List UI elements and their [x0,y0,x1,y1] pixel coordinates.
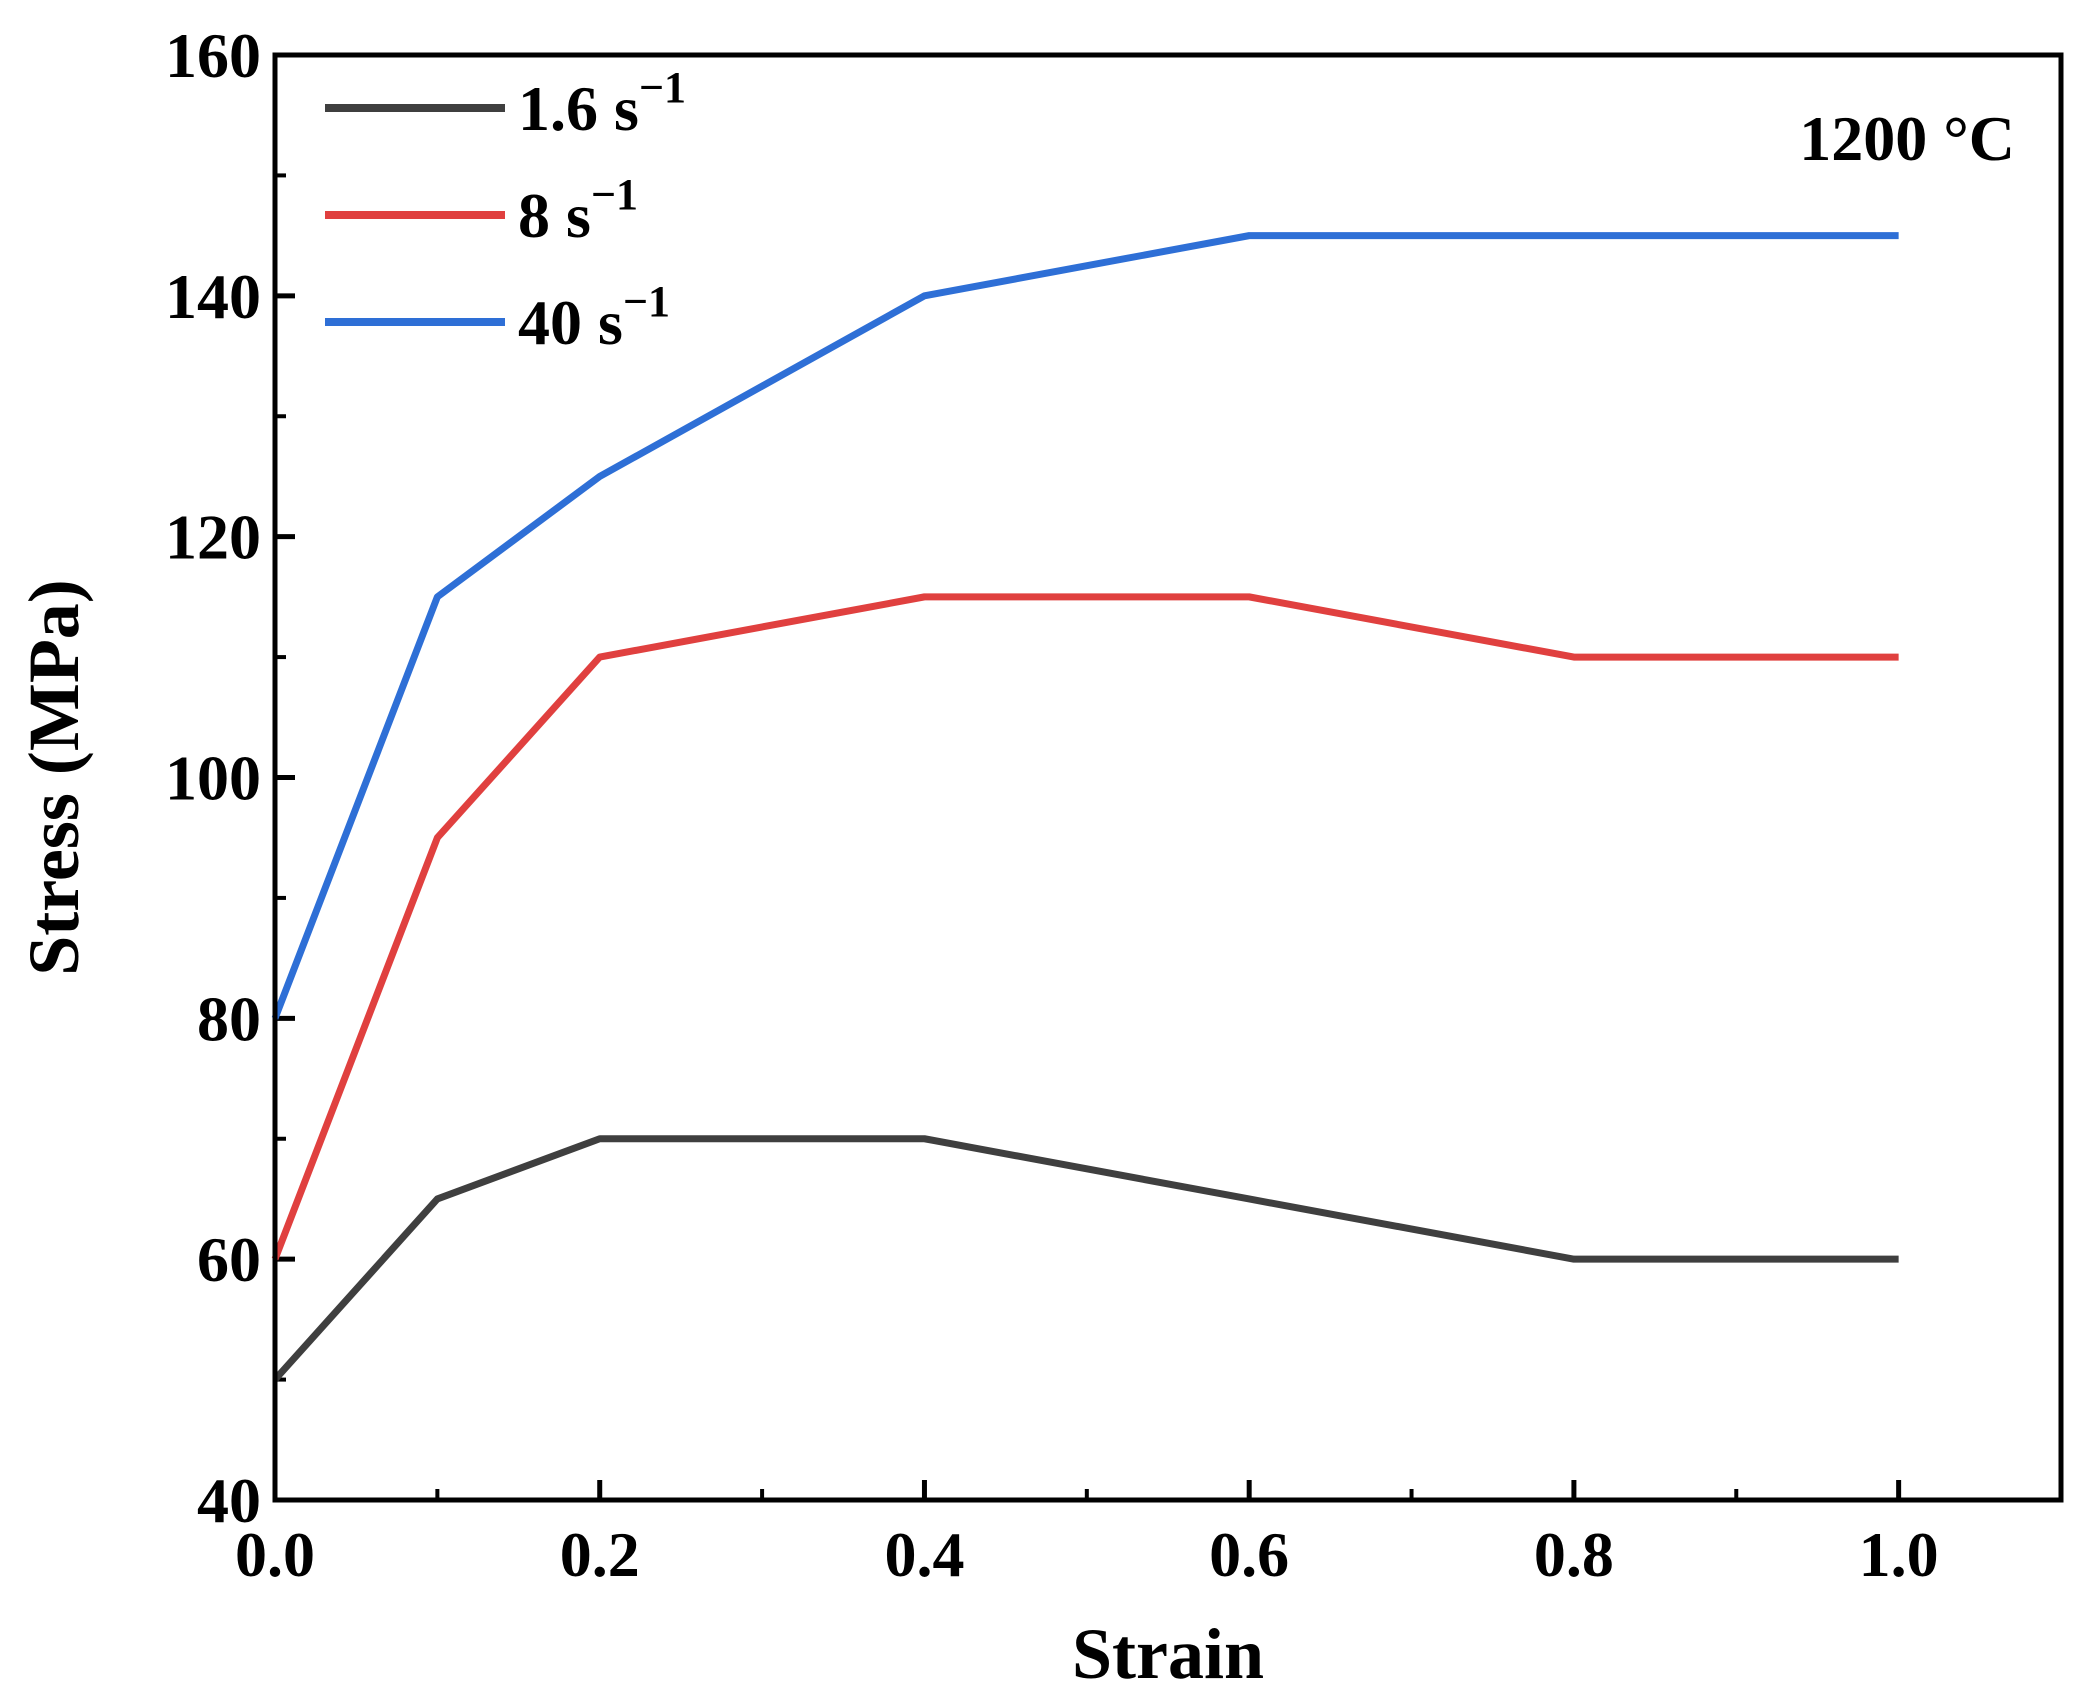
y-tick-label: 120 [165,502,261,573]
y-tick-label: 60 [197,1224,261,1295]
series-line [271,593,1899,1261]
series-line [272,1135,1899,1382]
legend-label: 40 s−1 [518,277,670,358]
x-tick-label: 1.0 [1859,1519,1939,1590]
series-line [271,232,1899,1020]
legend-item: 8 s−1 [325,170,638,251]
y-tick-label: 80 [197,983,261,1054]
x-tick-label: 0.6 [1209,1519,1289,1590]
x-tick-label: 0.2 [560,1519,640,1590]
legend-item: 40 s−1 [325,277,670,358]
legend-label-main: 1.6 s [518,73,639,144]
legend-label: 8 s−1 [518,170,638,251]
legend-label-main: 8 s [518,180,591,251]
legend-label-sup: −1 [623,277,670,326]
legend-label-sup: −1 [591,170,638,219]
legend: 1.6 s−18 s−140 s−1 [325,63,686,358]
x-axis-title: Strain [1072,1614,1264,1694]
series-layer [271,232,1899,1382]
y-tick-label: 100 [165,743,261,814]
x-tick-label: 0.4 [884,1519,964,1590]
temperature-annotation: 1200 °C [1799,103,2015,174]
y-tick-label: 140 [165,261,261,332]
x-tick-label: 0.8 [1534,1519,1614,1590]
y-tick-label: 160 [165,20,261,91]
y-axis-title: Stress (MPa) [14,579,94,976]
legend-label-main: 40 s [518,287,623,358]
x-axis-ticks: 0.0 0.2 0.4 0.6 0.8 1.0 [235,1480,1939,1590]
plot-frame [272,52,2064,1503]
y-tick-label: 40 [197,1465,261,1536]
legend-item: 1.6 s−1 [325,63,686,144]
legend-label: 1.6 s−1 [518,63,686,144]
y-axis-ticks: 40 60 80 100 120 140 160 [165,20,295,1536]
x-tick-label: 0.0 [235,1519,315,1590]
legend-label-sup: −1 [639,63,686,112]
